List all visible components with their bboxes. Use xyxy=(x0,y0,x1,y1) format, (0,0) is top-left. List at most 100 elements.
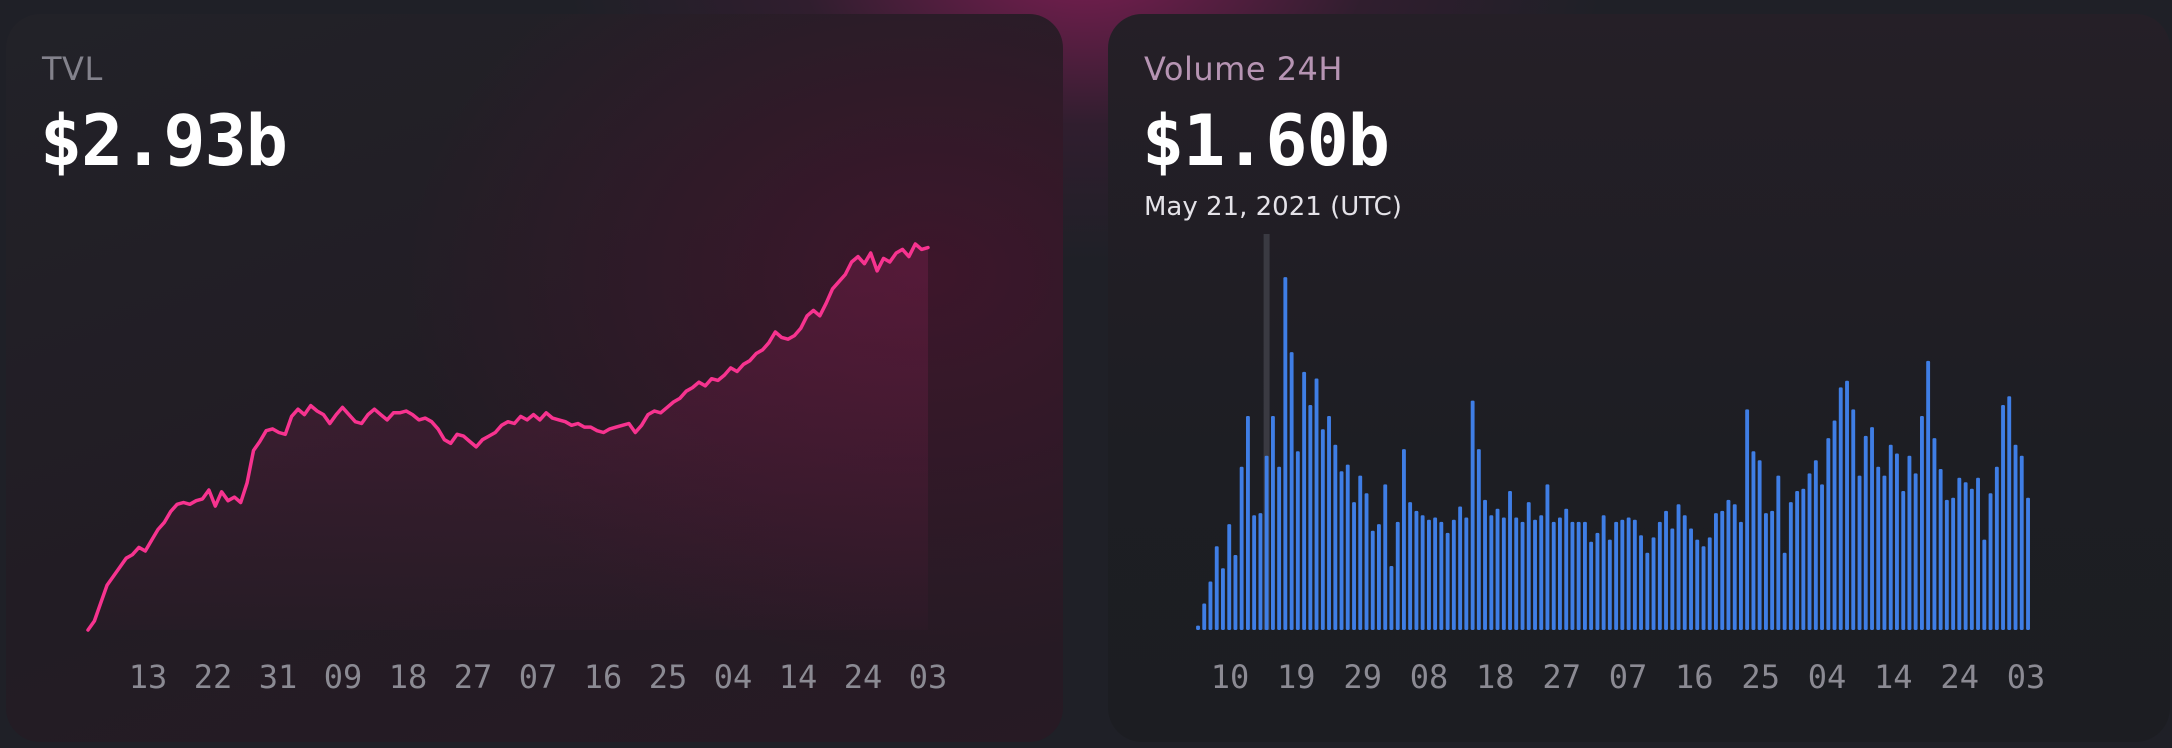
volume-bar[interactable] xyxy=(1458,506,1463,631)
volume-bar[interactable] xyxy=(1483,499,1487,630)
volume-bar[interactable] xyxy=(1308,405,1313,630)
volume-bar[interactable] xyxy=(1595,532,1600,630)
volume-bar[interactable] xyxy=(1271,416,1275,630)
volume-bar[interactable] xyxy=(1782,552,1787,630)
volume-bar[interactable] xyxy=(1957,477,1962,630)
volume-bar[interactable] xyxy=(1732,504,1737,630)
volume-bar[interactable] xyxy=(1982,539,1987,630)
volume-bar[interactable] xyxy=(2013,444,2018,630)
volume-bar[interactable] xyxy=(1445,532,1450,630)
volume-bar[interactable] xyxy=(1701,546,1706,630)
volume-bar[interactable] xyxy=(1932,438,1937,630)
volume-bar[interactable] xyxy=(1314,378,1319,631)
volume-bar[interactable] xyxy=(2026,497,2030,630)
volume-bar[interactable] xyxy=(1788,502,1793,630)
volume-bar[interactable] xyxy=(1626,517,1631,631)
volume-bar[interactable] xyxy=(1695,539,1700,630)
volume-bar[interactable] xyxy=(1764,513,1768,630)
volume-bar[interactable] xyxy=(1564,508,1569,630)
volume-bar[interactable] xyxy=(1863,435,1868,630)
volume-bar[interactable] xyxy=(1333,444,1338,630)
volume-bar[interactable] xyxy=(1246,416,1250,630)
volume-bar[interactable] xyxy=(1944,499,1949,630)
volume-bar[interactable] xyxy=(1427,519,1431,630)
volume-bar[interactable] xyxy=(1439,521,1444,630)
volume-bar[interactable] xyxy=(1607,539,1612,630)
volume-bar[interactable] xyxy=(1620,519,1625,630)
volume-bar[interactable] xyxy=(1252,515,1257,630)
volume-bar[interactable] xyxy=(1420,515,1425,630)
volume-bar[interactable] xyxy=(1476,449,1481,630)
volume-bar[interactable] xyxy=(1795,491,1800,630)
volume-bar[interactable] xyxy=(1345,464,1350,630)
volume-bar[interactable] xyxy=(1533,519,1537,630)
volume-bar[interactable] xyxy=(1682,515,1687,630)
volume-bar[interactable] xyxy=(1826,438,1831,630)
volume-bar[interactable] xyxy=(1277,466,1282,630)
volume-bar[interactable] xyxy=(1408,502,1413,630)
volume-bar[interactable] xyxy=(1757,460,1762,630)
volume-bar[interactable] xyxy=(1832,420,1837,631)
volume-bar[interactable] xyxy=(1501,517,1506,631)
volume-bar[interactable] xyxy=(1689,528,1693,631)
volume-bar[interactable] xyxy=(1714,513,1718,630)
volume-bar[interactable] xyxy=(1851,409,1856,630)
volume-bar[interactable] xyxy=(1576,521,1581,630)
volume-bar[interactable] xyxy=(1364,493,1369,630)
volume-bar[interactable] xyxy=(1414,510,1419,630)
volume-bar[interactable] xyxy=(1508,491,1512,630)
volume-bar[interactable] xyxy=(1907,455,1912,630)
volume-bar[interactable] xyxy=(1327,416,1331,630)
volume-bar[interactable] xyxy=(1657,521,1662,630)
volume-bar[interactable] xyxy=(1402,449,1406,630)
volume-bar[interactable] xyxy=(1339,471,1344,630)
volume-bar[interactable] xyxy=(1913,473,1918,630)
volume-bar[interactable] xyxy=(1227,524,1232,630)
volume-bar[interactable] xyxy=(1969,488,1974,630)
volume-bar[interactable] xyxy=(1876,466,1881,630)
volume-bar[interactable] xyxy=(1670,528,1675,631)
volume-bar[interactable] xyxy=(1645,552,1650,630)
volume-bar[interactable] xyxy=(1707,537,1712,630)
volume-bar[interactable] xyxy=(1988,493,1993,630)
volume-bar[interactable] xyxy=(1676,504,1681,630)
volume-bar[interactable] xyxy=(1283,277,1288,630)
volume-bar[interactable] xyxy=(1451,519,1456,630)
volume-bar[interactable] xyxy=(1520,521,1525,630)
volume-bar[interactable] xyxy=(1820,484,1824,630)
volume-bar[interactable] xyxy=(1882,475,1887,630)
volume-bar[interactable] xyxy=(1938,469,1943,630)
volume-bar[interactable] xyxy=(1214,546,1219,630)
volume-bar[interactable] xyxy=(1926,360,1931,630)
volume-bar[interactable] xyxy=(1845,380,1849,630)
volume-chart[interactable]: 10 19 29 08 18 27 07 16 25 04 14 24 03 xyxy=(1108,14,2170,742)
volume-bar[interactable] xyxy=(1264,455,1269,630)
volume-bar[interactable] xyxy=(1751,451,1756,630)
volume-bar[interactable] xyxy=(1570,521,1575,630)
volume-bar[interactable] xyxy=(1770,510,1775,630)
volume-bar[interactable] xyxy=(1888,444,1893,630)
volume-bar[interactable] xyxy=(1358,475,1363,630)
volume-bar[interactable] xyxy=(2019,455,2024,630)
volume-bar[interactable] xyxy=(1870,427,1874,630)
volume-bar[interactable] xyxy=(1395,521,1400,630)
tvl-chart[interactable]: 13 22 31 09 18 27 07 16 25 04 14 24 03 xyxy=(6,14,1063,742)
volume-bar[interactable] xyxy=(1739,521,1743,630)
volume-bar[interactable] xyxy=(1664,510,1668,630)
volume-bar[interactable] xyxy=(1726,499,1731,630)
volume-bar[interactable] xyxy=(1289,352,1294,630)
volume-bar[interactable] xyxy=(1233,555,1238,630)
volume-bar[interactable] xyxy=(1383,484,1388,630)
volume-bar[interactable] xyxy=(1745,409,1750,630)
volume-bar[interactable] xyxy=(1370,530,1375,630)
volume-bar[interactable] xyxy=(1320,429,1325,630)
volume-bar[interactable] xyxy=(1994,466,1999,630)
volume-bar[interactable] xyxy=(1976,477,1980,630)
volume-bar[interactable] xyxy=(1389,566,1394,630)
volume-bar[interactable] xyxy=(1377,524,1381,630)
volume-bar[interactable] xyxy=(1539,515,1544,630)
volume-bar[interactable] xyxy=(1208,581,1213,631)
volume-bar[interactable] xyxy=(1589,541,1594,630)
volume-bar[interactable] xyxy=(1545,484,1550,630)
volume-bar[interactable] xyxy=(2001,405,2005,630)
